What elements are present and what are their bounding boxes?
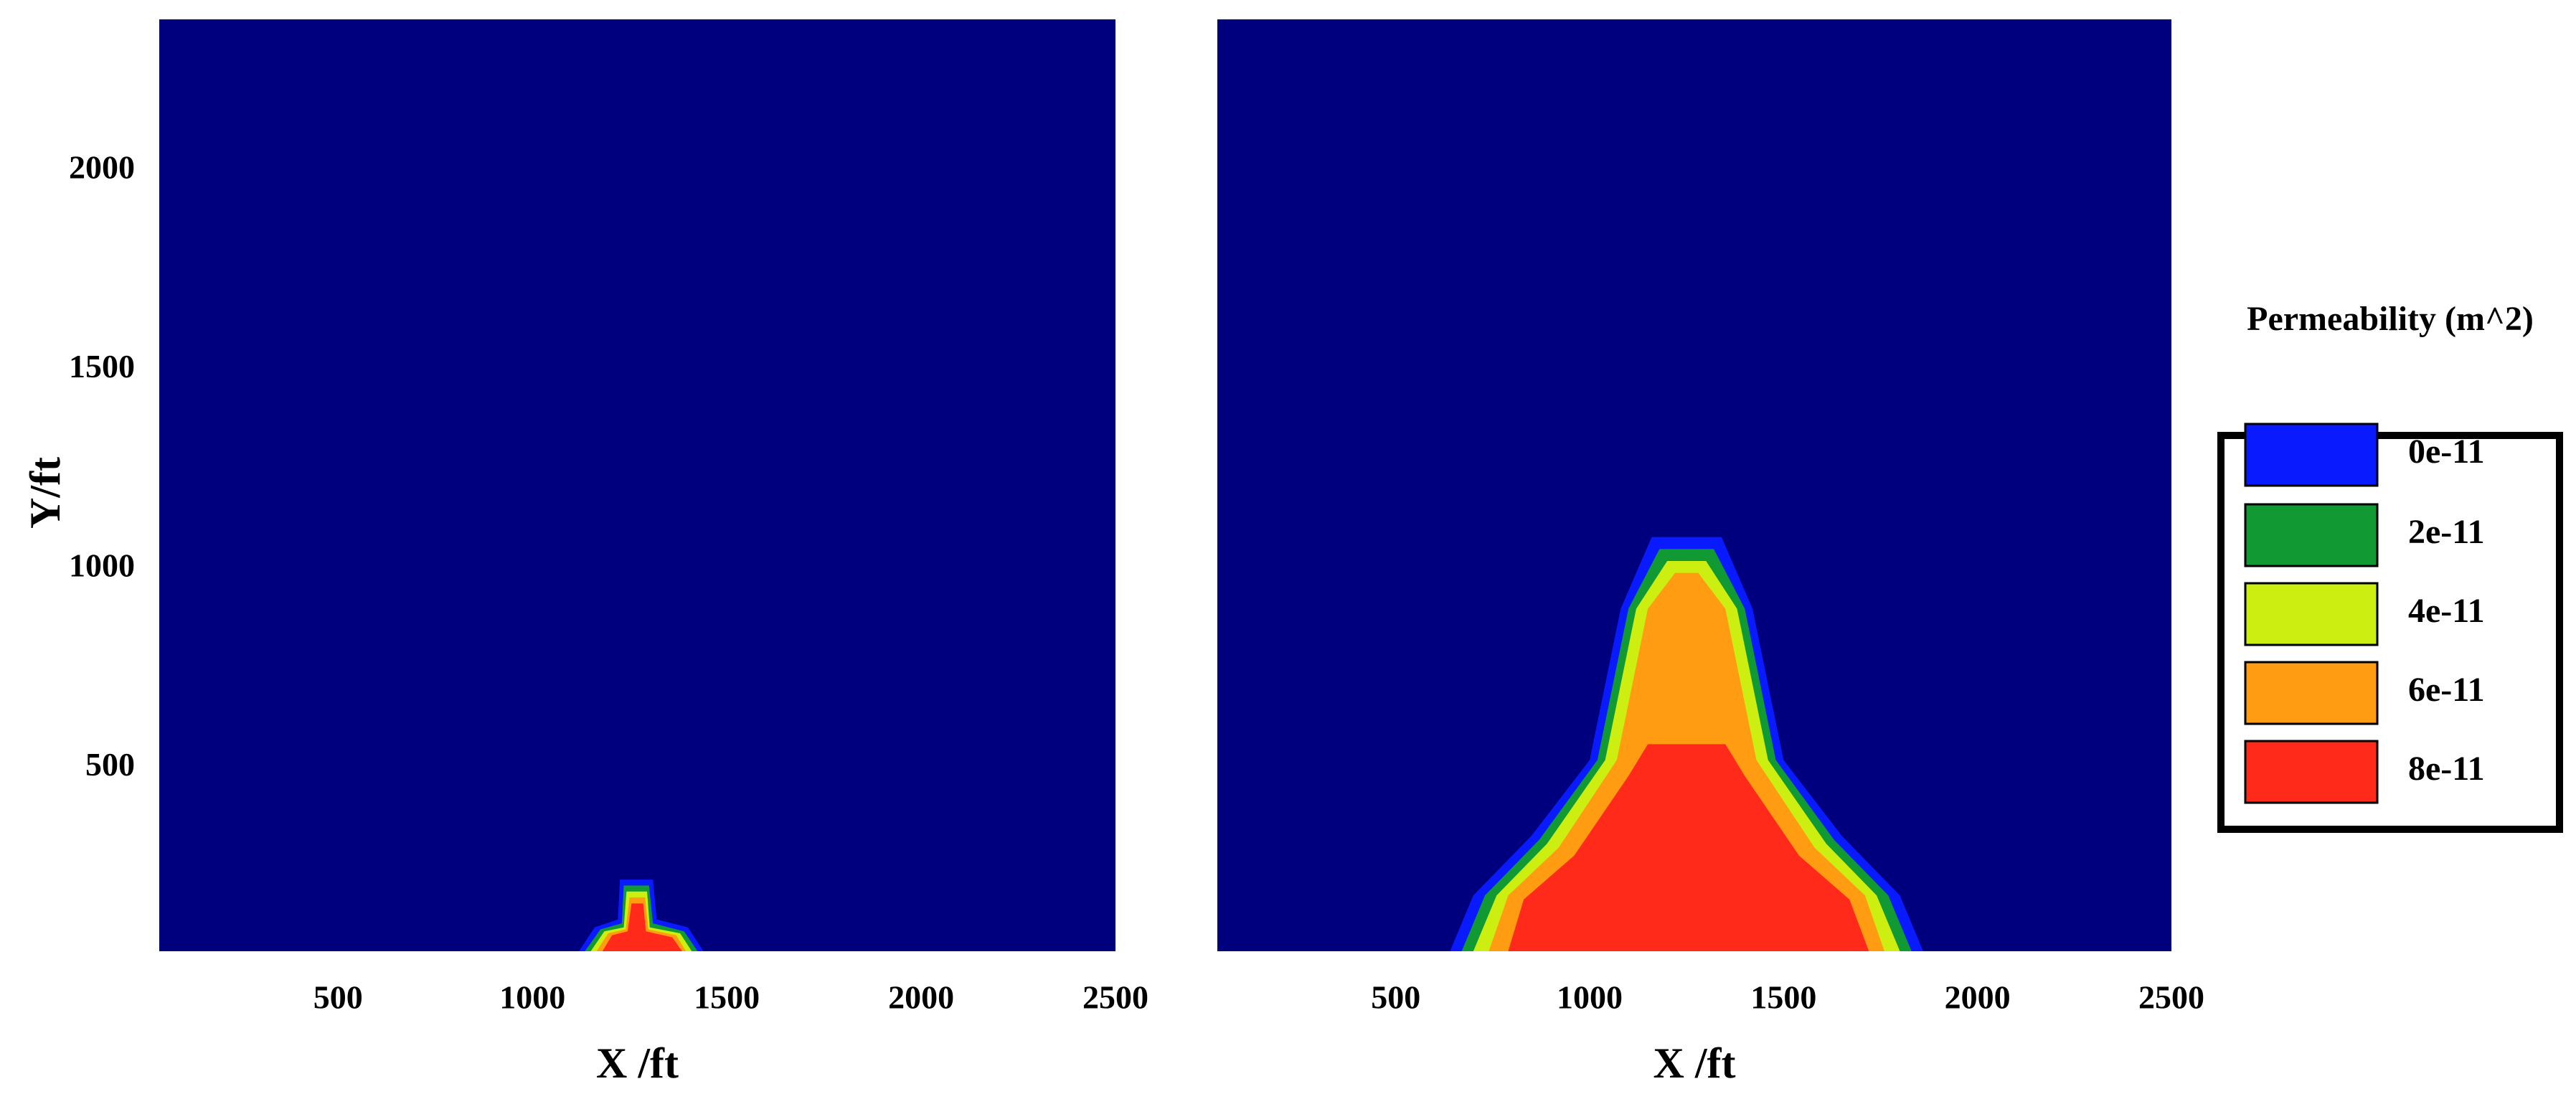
y-tick-label: 2000 bbox=[69, 149, 135, 186]
plot-background bbox=[159, 19, 1115, 951]
y-tick-label: 1000 bbox=[69, 547, 135, 584]
legend-label: 0e-11 bbox=[2408, 433, 2485, 471]
x-tick-label: 1500 bbox=[694, 979, 760, 1016]
legend-swatch bbox=[2244, 503, 2379, 567]
x-tick-label: 500 bbox=[313, 979, 363, 1016]
x-tick-label: 1000 bbox=[1557, 979, 1623, 1016]
x-axis-label: X /ft bbox=[1653, 1039, 1736, 1087]
legend-swatch bbox=[2244, 740, 2379, 804]
legend-swatch bbox=[2244, 661, 2379, 725]
x-tick-label: 2000 bbox=[1945, 979, 2011, 1016]
contour-region bbox=[1508, 744, 1869, 951]
contour-region bbox=[602, 903, 682, 951]
legend-swatch bbox=[2244, 582, 2379, 646]
x-tick-label: 500 bbox=[1371, 979, 1420, 1016]
y-tick-label: 500 bbox=[85, 746, 135, 783]
legend-title: Permeability (m^2) bbox=[2247, 300, 2534, 338]
legend-label: 4e-11 bbox=[2408, 592, 2485, 630]
y-tick-label: 1500 bbox=[69, 348, 135, 385]
legend-label: 6e-11 bbox=[2408, 671, 2485, 709]
x-tick-label: 2000 bbox=[888, 979, 954, 1016]
legend-label: 2e-11 bbox=[2408, 513, 2485, 551]
x-tick-label: 2500 bbox=[1082, 979, 1148, 1016]
x-tick-label: 2500 bbox=[2138, 979, 2204, 1016]
x-tick-label: 1000 bbox=[499, 979, 565, 1016]
x-axis-label: X /ft bbox=[596, 1039, 679, 1087]
legend-swatch bbox=[2244, 423, 2379, 487]
y-axis-label: Y/ft bbox=[22, 457, 69, 529]
legend-label: 8e-11 bbox=[2408, 750, 2485, 788]
x-tick-label: 1500 bbox=[1750, 979, 1816, 1016]
